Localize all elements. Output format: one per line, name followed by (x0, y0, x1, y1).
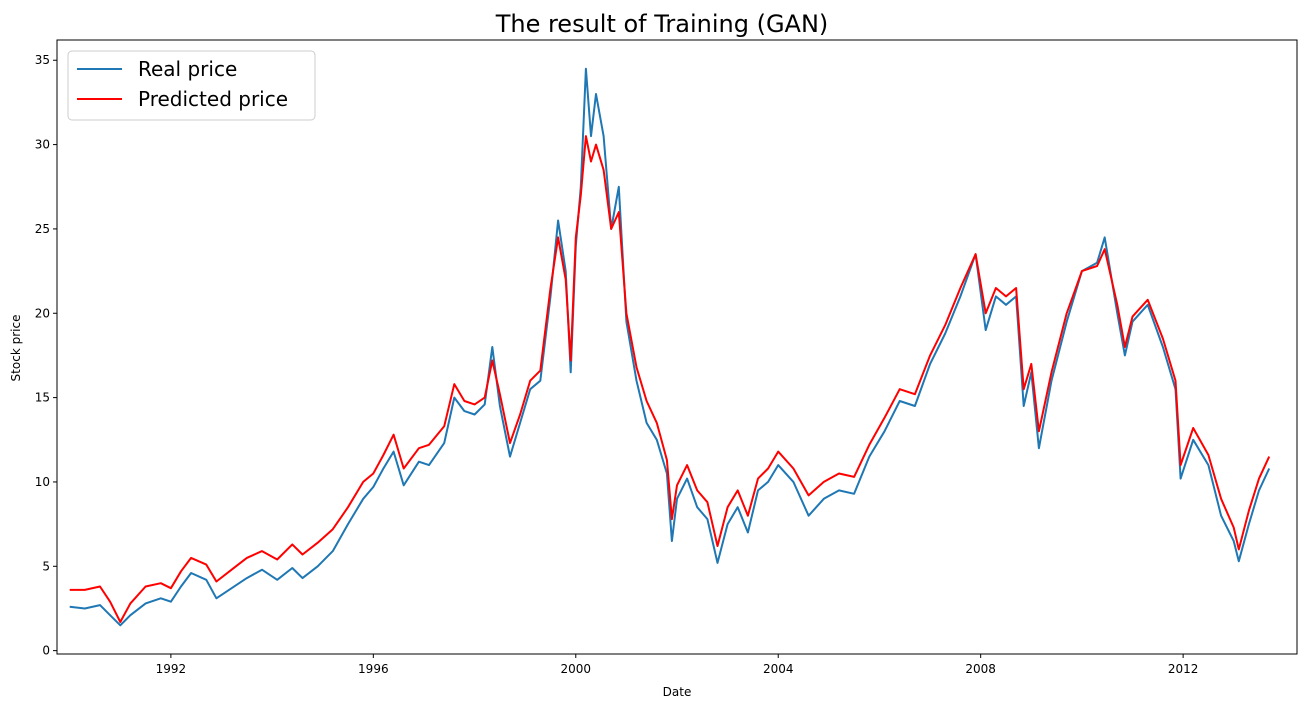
y-tick-label: 30 (35, 138, 50, 152)
y-tick-label: 0 (42, 644, 50, 658)
x-tick-label: 1992 (156, 662, 187, 676)
y-tick-label: 5 (42, 559, 50, 573)
x-tick-label: 2004 (763, 662, 794, 676)
y-tick-label: 35 (35, 53, 50, 67)
chart-title: The result of Training (GAN) (495, 10, 829, 38)
x-tick-label: 1996 (358, 662, 389, 676)
x-tick-label: 2000 (561, 662, 592, 676)
series-line-real-price (69, 67, 1271, 627)
y-axis-label: Stock price (9, 315, 23, 382)
plot-area: 1992 1996 2000 2004 2008 2012 0 5 10 15 20 25 30 35 (35, 53, 1271, 676)
x-tick-label: 2008 (965, 662, 996, 676)
x-axis-label: Date (663, 685, 692, 699)
legend-label-predicted-price: Predicted price (138, 87, 288, 111)
y-tick-label: 20 (35, 306, 50, 320)
legend-frame (67, 50, 316, 121)
y-tick-label: 10 (35, 475, 50, 489)
legend: Real price Predicted price (67, 50, 316, 121)
legend-label-real-price: Real price (138, 57, 237, 81)
plot-frame (56, 39, 1298, 655)
x-tick-label: 2012 (1168, 662, 1199, 676)
series-line-predicted-price (69, 135, 1271, 623)
y-tick-label: 25 (35, 222, 50, 236)
y-tick-label: 15 (35, 391, 50, 405)
